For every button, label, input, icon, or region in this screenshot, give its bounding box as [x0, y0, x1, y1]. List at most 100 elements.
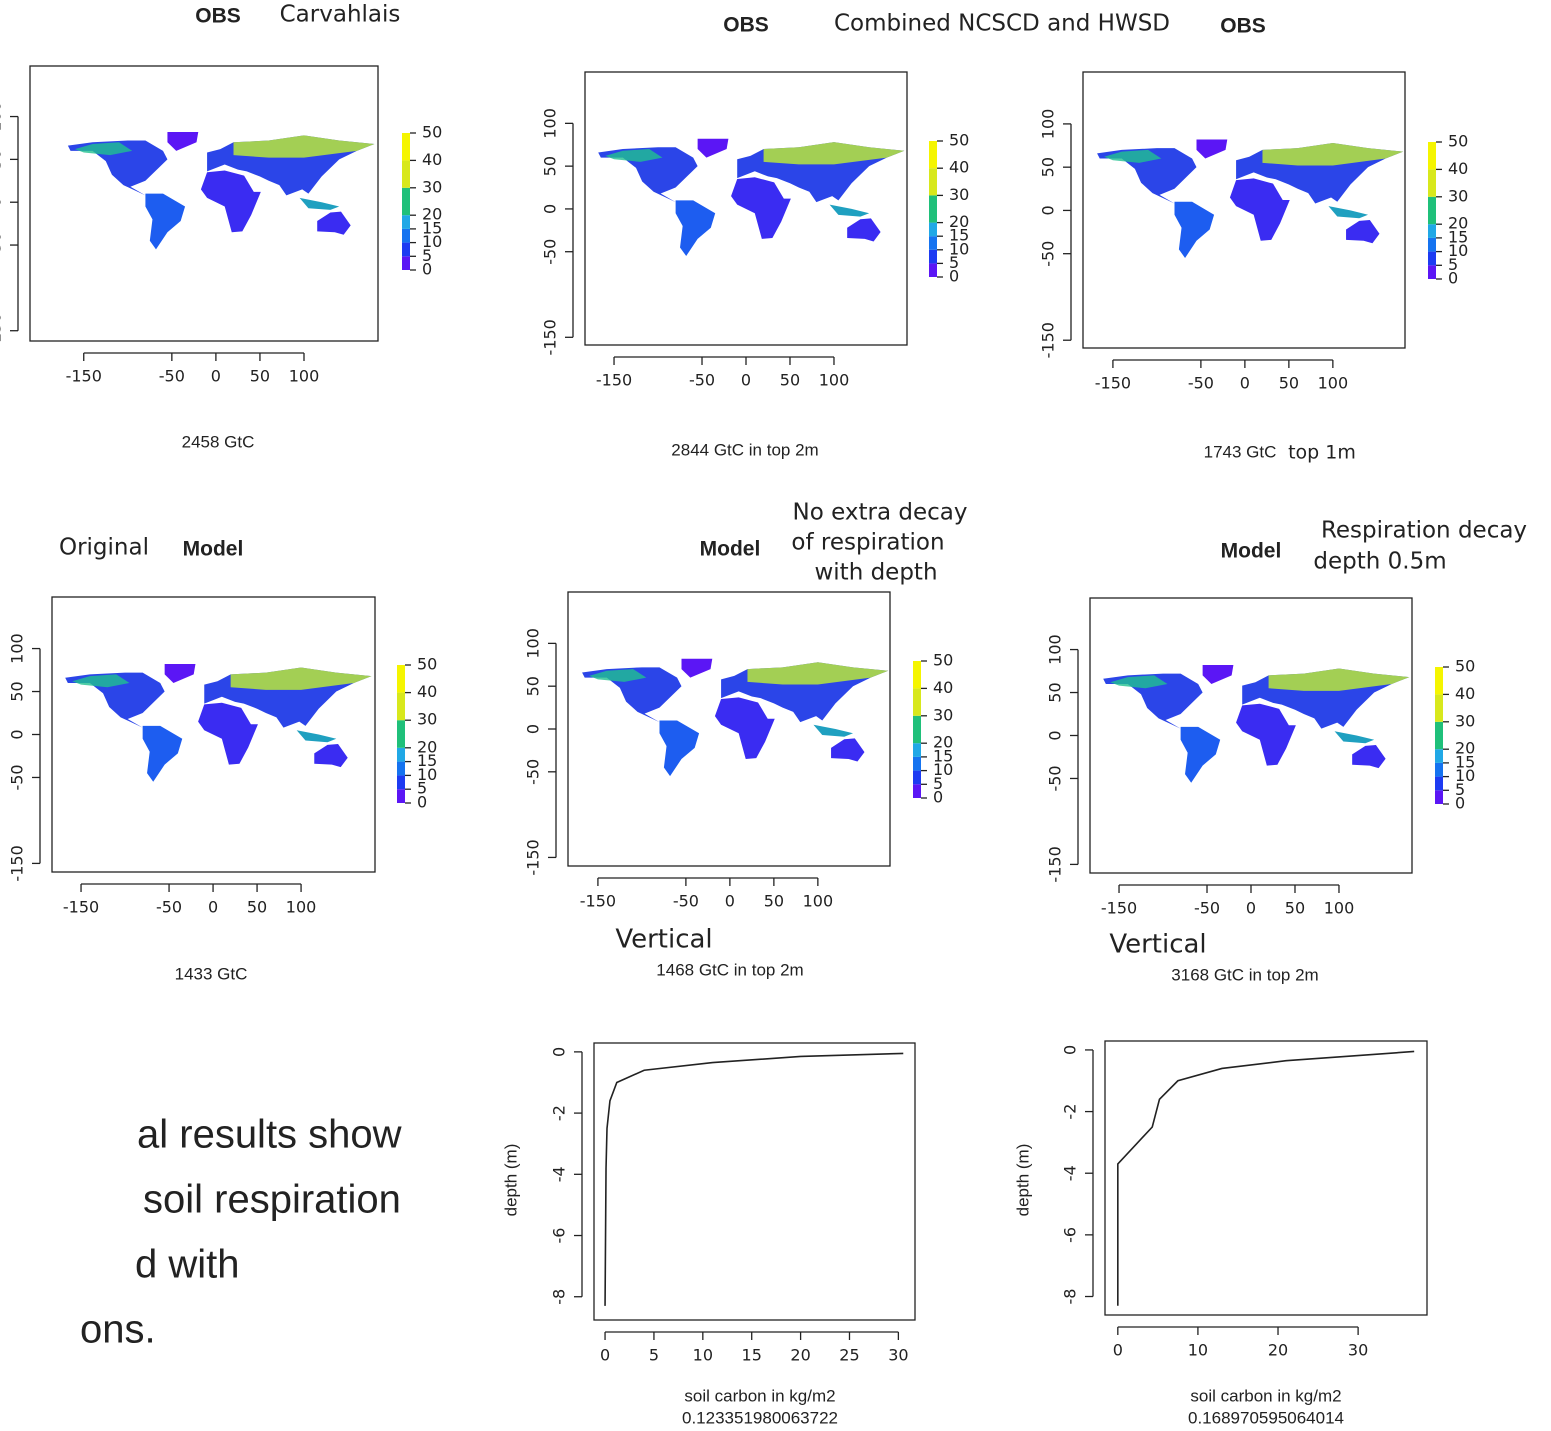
x-tick-label: 0	[1246, 899, 1256, 918]
colorbar-band	[929, 222, 937, 237]
colorbar-band	[397, 692, 405, 721]
y-tick-label: 100	[524, 628, 543, 659]
map-land	[582, 658, 889, 777]
y-tick-label: 0	[1039, 205, 1058, 215]
x-tick-label: 50	[1285, 899, 1305, 918]
map-subtitle: Vertical	[615, 925, 712, 955]
colorbar-band	[397, 761, 405, 776]
y-tick-label: 100	[541, 108, 560, 139]
colorbar-band	[402, 228, 410, 243]
x-tick-label: 50	[250, 367, 270, 386]
y-tick-label: 0	[0, 197, 5, 207]
slide-text: ons.	[80, 1308, 156, 1352]
x-tick-label: 10	[1188, 1341, 1208, 1360]
x-tick-label: -150	[63, 898, 99, 917]
colorbar-label: 50	[1448, 132, 1468, 151]
x-tick-label: 20	[1268, 1341, 1288, 1360]
colorbar-band	[402, 133, 410, 161]
colorbar-label: 40	[422, 150, 442, 169]
y-tick-label: 100	[0, 101, 5, 132]
y-tick-label: -50	[1046, 765, 1065, 791]
plot-box	[593, 1042, 916, 1321]
colorbar-band	[1428, 169, 1436, 197]
colorbar-label: 0	[1455, 794, 1465, 813]
colorbar-band	[1428, 265, 1436, 279]
x-tick-label: -150	[66, 367, 102, 386]
colorbar-label: 15	[1448, 227, 1468, 246]
x-tick-label: 0	[208, 898, 218, 917]
x-tick-label: -150	[1095, 374, 1131, 393]
colorbar-band	[1428, 224, 1436, 238]
colorbar-band	[1435, 721, 1443, 750]
colorbar-band	[913, 715, 921, 744]
map-title-bold: Model	[700, 538, 761, 561]
colorbar-band	[1435, 749, 1443, 763]
colorbar-label: 15	[422, 218, 442, 237]
colorbar-band	[402, 215, 410, 229]
map-caption: 1468 GtC in top 2m	[656, 960, 803, 979]
colorbar-label: 10	[1448, 241, 1468, 260]
y-tick-label: -150	[524, 839, 543, 875]
y-tick-label: -50	[1039, 241, 1058, 267]
y-tick-label: -2	[1061, 1104, 1080, 1120]
colorbar-band	[913, 661, 921, 689]
x-tick-label: -150	[596, 371, 632, 390]
x-tick-label: 50	[764, 892, 784, 911]
colorbar-band	[929, 263, 937, 277]
y-tick-label: -150	[1046, 846, 1065, 882]
map-caption: top 1m	[1288, 442, 1356, 464]
map-caption: 1743 GtC	[1204, 442, 1277, 461]
colorbar-label: 15	[933, 746, 953, 765]
y-tick-label: -8	[550, 1289, 569, 1305]
x-tick-label: -50	[156, 898, 182, 917]
colorbar-band	[929, 195, 937, 223]
y-tick-label: -150	[0, 313, 5, 349]
x-tick-label: 15	[742, 1346, 762, 1365]
colorbar-label: 0	[949, 267, 959, 286]
colorbar-label: 5	[1448, 255, 1458, 274]
colorbar-label: 0	[422, 260, 432, 279]
y-tick-label: 50	[541, 156, 560, 176]
colorbar-band	[397, 789, 405, 803]
map-land	[67, 131, 375, 250]
colorbar-band	[402, 242, 410, 257]
slide-text: al results show	[137, 1113, 402, 1157]
map-land	[1103, 665, 1410, 783]
slide-text: soil respiration	[143, 1178, 401, 1222]
map-land	[65, 664, 372, 782]
y-tick-label: 50	[0, 149, 5, 169]
colorbar-label: 30	[933, 705, 953, 724]
x-tick-label: -50	[1194, 899, 1220, 918]
y-tick-label: 50	[524, 676, 543, 696]
colorbar-label: 5	[949, 253, 959, 272]
colorbar-band	[1428, 142, 1436, 170]
y-tick-label: -50	[524, 759, 543, 785]
colorbar-label: 50	[422, 123, 442, 142]
x-tick-label: 0	[600, 1346, 610, 1365]
y-tick-label: -6	[550, 1228, 569, 1244]
y-tick-label: -150	[8, 845, 27, 881]
colorbar-label: 5	[417, 779, 427, 798]
colorbar-label: 10	[949, 239, 969, 258]
plot-box	[567, 591, 891, 867]
x-tick-label: 100	[286, 898, 317, 917]
x-tick-label: 0	[211, 367, 221, 386]
x-tick-label: 5	[649, 1346, 659, 1365]
x-tick-label: 100	[289, 367, 320, 386]
colorbar-label: 10	[1455, 766, 1475, 785]
colorbar-label: 20	[949, 212, 969, 231]
colorbar-label: 50	[933, 651, 953, 670]
x-tick-label: 25	[839, 1346, 859, 1365]
y-tick-label: 0	[550, 1047, 569, 1057]
map-title-bold: OBS	[723, 14, 769, 37]
map-title-bold: OBS	[1220, 15, 1266, 38]
x-tick-label: 50	[1279, 374, 1299, 393]
map-title: Carvahlais	[280, 2, 401, 28]
colorbar-band	[397, 665, 405, 693]
colorbar-band	[397, 747, 405, 762]
map-title: depth 0.5m	[1313, 549, 1446, 575]
colorbar-label: 5	[1455, 780, 1465, 799]
profile-line	[604, 1052, 904, 1306]
y-tick-label: -150	[541, 319, 560, 355]
colorbar-band	[402, 256, 410, 270]
